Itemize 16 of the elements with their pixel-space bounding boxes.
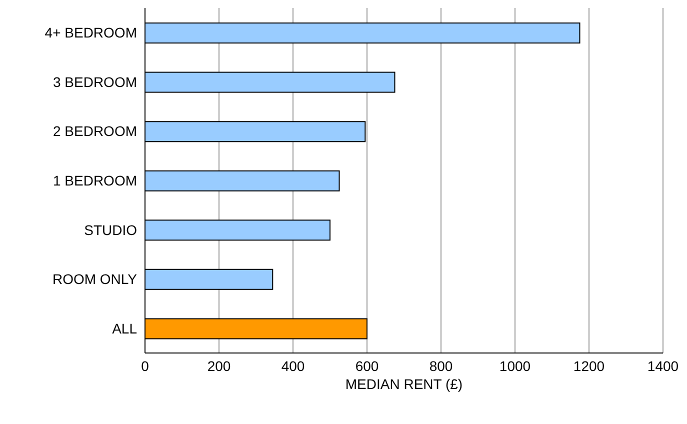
y-tick-label: 3 BEDROOM bbox=[52, 74, 137, 90]
y-tick-label: ROOM ONLY bbox=[52, 271, 138, 288]
x-tick-label: 400 bbox=[281, 358, 305, 374]
y-tick-label: STUDIO bbox=[84, 222, 138, 238]
x-tick-label: 0 bbox=[141, 358, 150, 374]
x-tick-label: 600 bbox=[355, 358, 379, 374]
x-tick-label: 1200 bbox=[573, 358, 605, 374]
x-axis-title: MEDIAN RENT (£) bbox=[345, 376, 463, 392]
x-tick-label: 1400 bbox=[647, 358, 679, 374]
y-tick-label: 1 BEDROOM bbox=[52, 172, 137, 188]
x-tick-label: 1000 bbox=[499, 358, 531, 374]
y-tick-label: ALL bbox=[112, 320, 138, 336]
x-tick-label: 200 bbox=[207, 358, 231, 374]
y-tick-label: 2 BEDROOM bbox=[52, 123, 137, 140]
x-tick-label: 800 bbox=[429, 358, 453, 374]
y-tick-label: 4+ BEDROOM bbox=[44, 24, 137, 41]
